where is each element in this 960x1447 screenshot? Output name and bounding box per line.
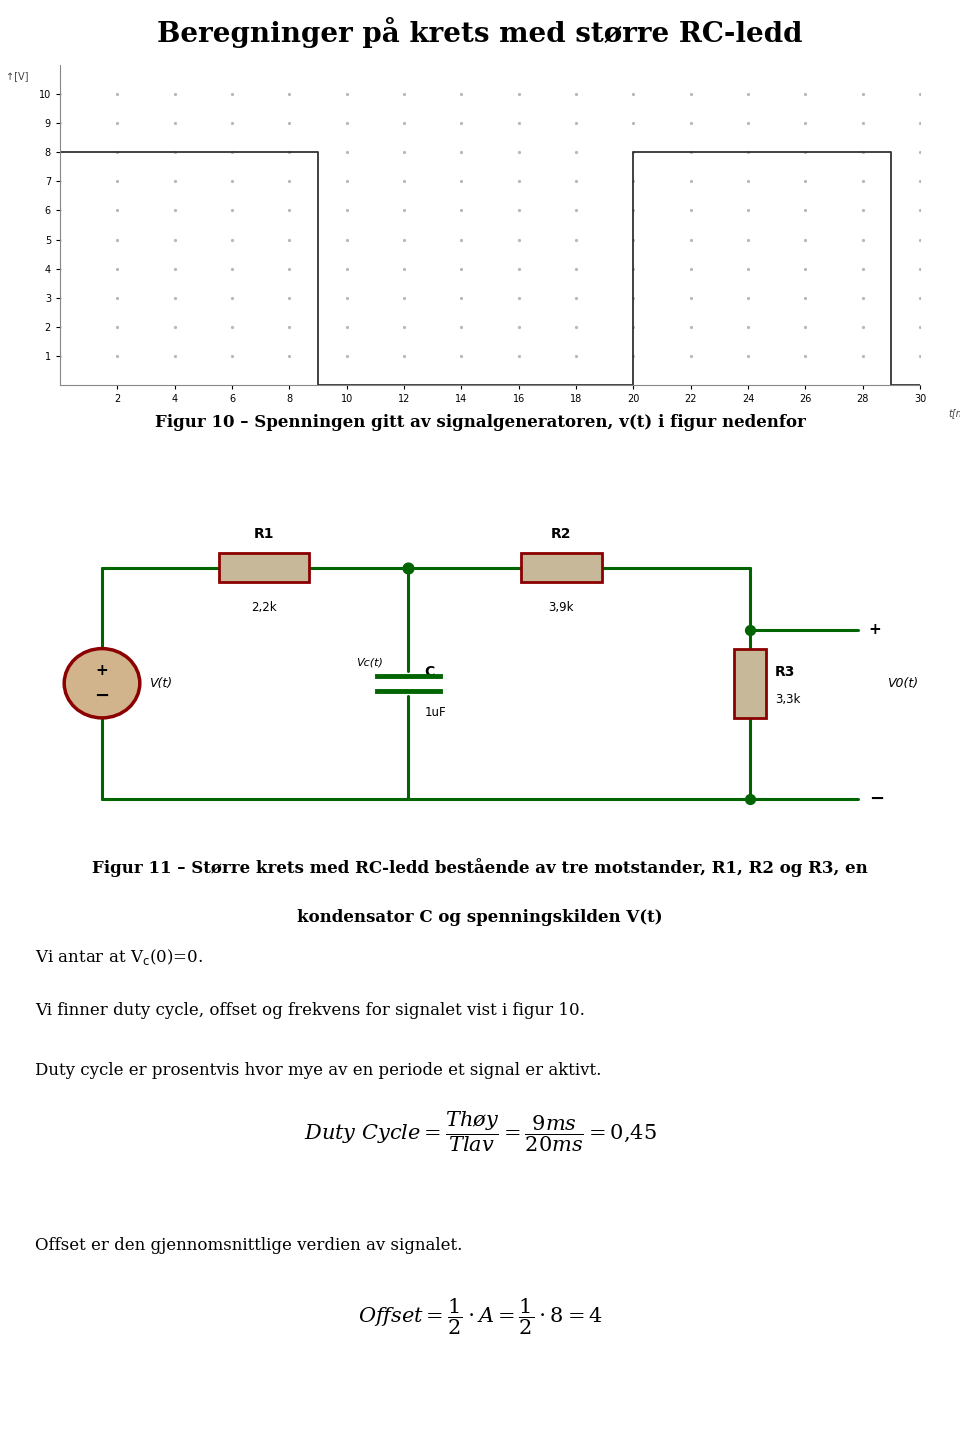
- Text: R3: R3: [775, 666, 796, 679]
- Text: Vc(t): Vc(t): [356, 657, 383, 667]
- Text: 3,3k: 3,3k: [775, 693, 801, 706]
- Text: −: −: [869, 790, 884, 807]
- Bar: [520, 553, 602, 582]
- Text: R2: R2: [551, 527, 571, 541]
- Text: Figur 11 – Større krets med RC-ledd bestående av tre motstander, R1, R2 og R3, e: Figur 11 – Større krets med RC-ledd best…: [92, 858, 868, 877]
- Text: Vi antar at V$_\mathrm{c}$(0)=0.: Vi antar at V$_\mathrm{c}$(0)=0.: [35, 946, 203, 967]
- Text: $\mathit{Offset} = \dfrac{1}{2} \cdot A = \dfrac{1}{2} \cdot 8 = 4$: $\mathit{Offset} = \dfrac{1}{2} \cdot A …: [358, 1297, 602, 1337]
- Text: 2,2k: 2,2k: [252, 601, 276, 614]
- Text: 1uF: 1uF: [424, 706, 445, 719]
- Point: [742, 787, 757, 810]
- Circle shape: [64, 648, 140, 718]
- Bar: [734, 648, 766, 718]
- Text: Beregninger på krets med større RC-ledd: Beregninger på krets med større RC-ledd: [157, 17, 803, 49]
- Text: Figur 10 – Spenningen gitt av signalgeneratoren, v(t) i figur nedenfor: Figur 10 – Spenningen gitt av signalgene…: [155, 414, 805, 431]
- Text: +: +: [869, 622, 881, 637]
- Text: t[ms]: t[ms]: [948, 408, 960, 418]
- Bar: [219, 553, 309, 582]
- Text: Duty cycle er prosentvis hvor mye av en periode et signal er aktivt.: Duty cycle er prosentvis hvor mye av en …: [35, 1062, 601, 1079]
- Text: $\mathit{Duty\ Cycle} = \dfrac{Th\o y}{Tlav} = \dfrac{9ms}{20ms} = 0{,}45$: $\mathit{Duty\ Cycle} = \dfrac{Th\o y}{T…: [303, 1110, 657, 1155]
- Text: ↑[V]: ↑[V]: [6, 71, 28, 81]
- Point: [400, 556, 416, 579]
- Text: V(t): V(t): [149, 677, 172, 690]
- Text: kondensator C og spenningskilden V(t): kondensator C og spenningskilden V(t): [298, 910, 662, 926]
- Text: V0(t): V0(t): [887, 677, 918, 690]
- Text: 3,9k: 3,9k: [548, 601, 574, 614]
- Text: Offset er den gjennomsnittlige verdien av signalet.: Offset er den gjennomsnittlige verdien a…: [35, 1237, 463, 1255]
- Text: −: −: [94, 687, 109, 706]
- Text: R1: R1: [253, 527, 275, 541]
- Text: +: +: [96, 663, 108, 677]
- Point: [742, 618, 757, 641]
- Text: Vi finner duty cycle, offset og frekvens for signalet vist i figur 10.: Vi finner duty cycle, offset og frekvens…: [35, 1001, 585, 1019]
- Text: C: C: [424, 666, 435, 679]
